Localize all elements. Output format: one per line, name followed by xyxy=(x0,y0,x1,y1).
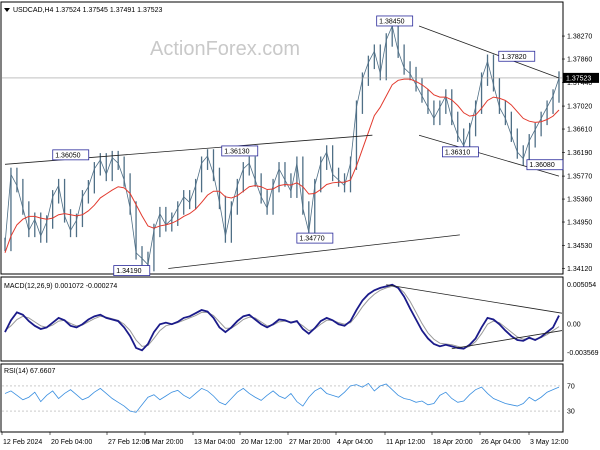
rsi-info: RSI(14) 67.6607 xyxy=(4,368,55,375)
x-tick-label: 5 Mar 20:00 xyxy=(146,439,183,446)
y-tick-label: 1.37020 xyxy=(567,104,592,111)
time-axis: 12 Feb 2024 20 Feb 04:00 27 Feb 12:005 Mar… xyxy=(1,432,569,446)
channel-trendline xyxy=(168,234,460,269)
macd-axis: 0.005054 0.00 -0.003569 xyxy=(567,282,599,357)
price-header: USDCAD,H4 1.37524 1.37545 1.37491 1.3752… xyxy=(4,7,163,14)
level-label: 1.36310 xyxy=(445,149,470,156)
x-tick-label: 20 Feb 04:00 xyxy=(51,439,92,446)
x-tick-label: 27 Mar 20:00 xyxy=(289,439,330,446)
level-label-box xyxy=(498,50,536,62)
y-tick-label: 1.36610 xyxy=(567,127,592,134)
x-tick-label: 11 Apr 12:00 xyxy=(386,439,425,446)
rsi-tick-label: 70 xyxy=(567,383,575,390)
price-line xyxy=(4,24,560,266)
x-tick-label: 20 Mar 12:00 xyxy=(241,439,282,446)
macd-tick-label: -0.003569 xyxy=(567,350,599,357)
macd-trendline xyxy=(451,330,563,350)
level-label: 1.38450 xyxy=(379,18,404,25)
level-labels: 1.36050 1.36130 1.34770 1.34190 1.38450 1.378… xyxy=(52,15,564,276)
rsi-line xyxy=(4,382,560,413)
x-tick-label: 18 Apr 20:00 xyxy=(433,439,473,446)
level-label-box xyxy=(442,146,479,158)
level-label: 1.37820 xyxy=(501,54,526,61)
level-label: 1.36050 xyxy=(55,152,80,159)
y-tick-label: 1.34530 xyxy=(567,243,592,250)
y-tick-label: 1.38270 xyxy=(567,34,592,41)
level-label: 1.36130 xyxy=(224,148,249,155)
channel-trendline xyxy=(418,25,560,79)
y-tick-label: 1.36190 xyxy=(567,150,592,157)
current-price-box xyxy=(563,72,599,83)
y-tick-label: 1.37440 xyxy=(567,80,592,87)
price-axis: 1.38270 1.37860 1.37440 1.37020 1.36610 1.361… xyxy=(562,34,599,273)
moving-average-line xyxy=(4,78,560,254)
level-label-box xyxy=(221,145,259,157)
y-tick-label: 1.37860 xyxy=(567,57,592,64)
y-tick-label: 1.34120 xyxy=(567,266,592,273)
y-tick-label: 1.35360 xyxy=(567,197,592,204)
rsi-panel-frame xyxy=(0,363,564,433)
y-tick-label: 1.35770 xyxy=(567,174,592,181)
level-label: 1.34770 xyxy=(299,236,324,243)
x-tick-label: 4 Apr 04:00 xyxy=(337,439,373,446)
price-panel-frame xyxy=(0,1,564,275)
rsi-plot xyxy=(2,382,562,413)
current-price-label: 1.37523 xyxy=(566,75,591,82)
level-label-box xyxy=(296,232,334,244)
dropdown-triangle-icon xyxy=(4,8,10,12)
level-label-box xyxy=(113,265,151,276)
watermark: ActionForex.com xyxy=(150,38,300,60)
macd-panel-frame xyxy=(0,276,564,362)
level-label-box xyxy=(52,149,90,161)
x-tick-label: 13 Mar 04:00 xyxy=(194,439,235,446)
x-tick-label: 3 May 12:00 xyxy=(530,439,569,446)
level-label: 1.34190 xyxy=(116,268,141,275)
y-tick-label: 1.34950 xyxy=(567,220,592,227)
macd-plot xyxy=(4,283,563,352)
level-label: 1.36080 xyxy=(529,162,554,169)
x-tick-label: 26 Apr 04:00 xyxy=(481,439,521,446)
symbol-info: USDCAD,H4 1.37524 1.37545 1.37491 1.3752… xyxy=(13,7,163,14)
level-label-box xyxy=(376,15,414,27)
x-tick-label: 12 Feb 2024 xyxy=(3,439,42,446)
macd-tick-label: 0.00 xyxy=(567,322,581,329)
rsi-tick-label: 30 xyxy=(567,409,575,416)
macd-line xyxy=(4,283,560,352)
price-plot xyxy=(2,19,562,272)
macd-tick-label: 0.005054 xyxy=(567,282,596,289)
x-tick-label: 27 Feb 12:00 xyxy=(108,439,149,446)
macd-info: MACD(12,26,9) 0.001072 -0.000274 xyxy=(4,283,117,290)
macd-trendline xyxy=(386,284,563,314)
level-label-box xyxy=(526,159,564,171)
rsi-axis: 70 30 xyxy=(567,383,575,415)
